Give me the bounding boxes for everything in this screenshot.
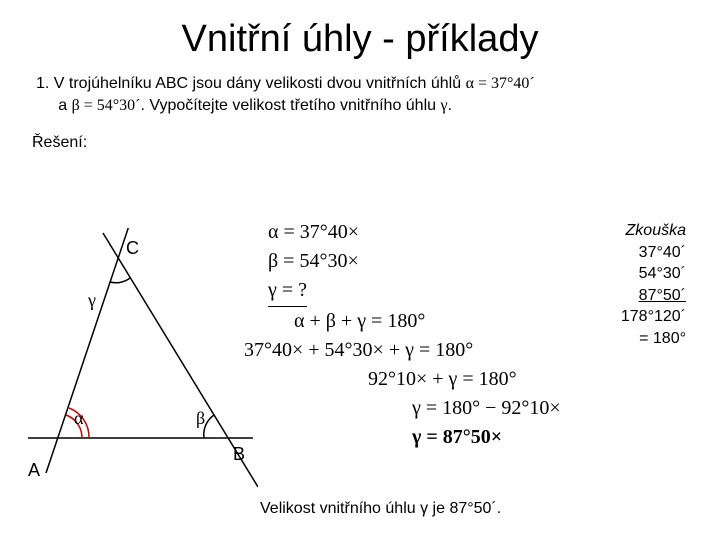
equations-block: α = 37°40× β = 54°30× γ = ? α + β + γ = … bbox=[268, 218, 568, 452]
triangle-diagram: A B C α β γ bbox=[28, 228, 258, 488]
problem-alpha: α = 37°40´ bbox=[466, 75, 535, 92]
check-block: Zkouška 37°40´ 54°30´ 87°50´ 178°120´ = … bbox=[566, 220, 686, 350]
angle-alpha-label: α bbox=[74, 408, 83, 429]
eq-7: γ = 180° − 92°10× bbox=[268, 394, 568, 423]
check-v2: 54°30´ bbox=[566, 263, 686, 285]
angle-gamma-label: γ bbox=[88, 290, 96, 311]
problem-text-2e: . bbox=[448, 97, 452, 114]
eq-8: γ = 87°50× bbox=[268, 423, 568, 452]
problem-gamma: γ bbox=[440, 97, 447, 114]
eq-1: α = 37°40× bbox=[268, 218, 568, 247]
solution-label: Řešení: bbox=[0, 116, 720, 152]
eq-5: 37°40× + 54°30× + γ = 180° bbox=[244, 336, 568, 365]
check-header: Zkouška bbox=[566, 220, 686, 242]
vertex-c-label: C bbox=[126, 238, 139, 259]
triangle-svg bbox=[28, 228, 258, 488]
eq-6: 92°10× + γ = 180° bbox=[268, 365, 568, 394]
eq-4: α + β + γ = 180° bbox=[268, 307, 568, 336]
vertex-b-label: B bbox=[233, 444, 245, 465]
page-title: Vnitřní úhly - příklady bbox=[0, 0, 720, 69]
check-sum: 178°120´ bbox=[566, 306, 686, 328]
eq-2: β = 54°30× bbox=[268, 247, 568, 276]
problem-statement: 1. V trojúhelníku ABC jsou dány velikost… bbox=[0, 69, 720, 116]
angle-beta-label: β bbox=[196, 408, 205, 429]
problem-text-1: 1. V trojúhelníku ABC jsou dány velikost… bbox=[36, 75, 466, 92]
eq-3: γ = ? bbox=[268, 276, 568, 307]
answer-sentence: Velikost vnitřního úhlu γ je 87°50´. bbox=[260, 500, 501, 518]
check-v3: 87°50´ bbox=[566, 285, 686, 307]
problem-text-2a: a bbox=[58, 97, 71, 114]
check-v1: 37°40´ bbox=[566, 242, 686, 264]
check-eq: = 180° bbox=[566, 328, 686, 350]
problem-beta: β = 54°30´ bbox=[72, 97, 141, 114]
problem-text-2c: . Vypočítejte velikost třetího vnitřního… bbox=[140, 97, 440, 114]
vertex-a-label: A bbox=[28, 460, 40, 481]
